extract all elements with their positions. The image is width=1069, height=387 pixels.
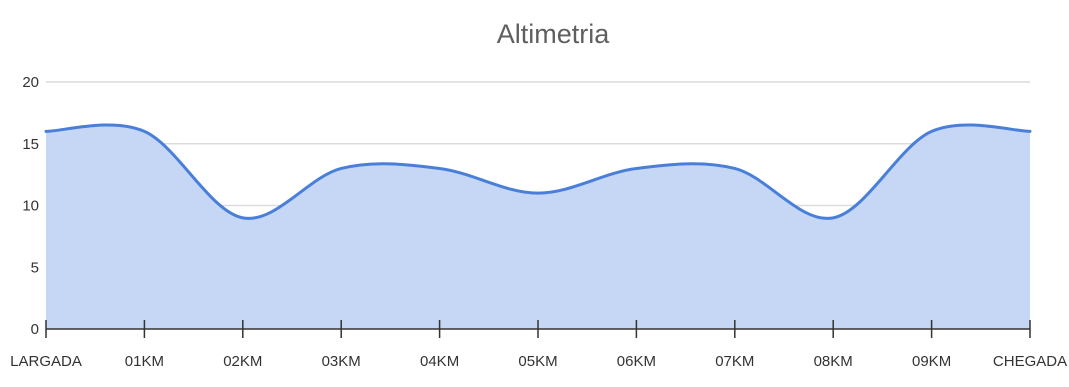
y-tick-label: 15 xyxy=(22,136,39,153)
chart-title: Altimetria xyxy=(497,19,611,49)
x-tick-label: 01KM xyxy=(125,353,164,370)
altitude-line xyxy=(44,123,1032,220)
x-tick-label: 04KM xyxy=(420,353,459,370)
x-tick-label: CHEGADA xyxy=(993,353,1067,370)
x-axis-tick-labels: LARGADA 01KM 02KM 03KM 04KM 05KM 06KM 07KM 08KM 0… xyxy=(10,353,1067,370)
y-tick-label: 5 xyxy=(31,259,39,276)
altitude-area-fill xyxy=(46,124,1030,329)
x-tick-label: 06KM xyxy=(617,353,656,370)
y-tick-label: 0 xyxy=(31,321,39,338)
x-tick-label: 02KM xyxy=(223,353,262,370)
x-tick-label: 08KM xyxy=(814,353,853,370)
y-tick-label: 10 xyxy=(22,198,39,215)
x-tick-label: 03KM xyxy=(322,353,361,370)
y-axis-tick-labels: 0 5 10 15 20 xyxy=(22,74,39,338)
x-tick-label: 09KM xyxy=(912,353,951,370)
x-tick-label: 05KM xyxy=(518,353,557,370)
plot-area xyxy=(44,123,1032,329)
x-axis xyxy=(45,320,1031,338)
y-tick-label: 20 xyxy=(22,74,39,91)
x-tick-label: LARGADA xyxy=(10,353,82,370)
x-tick-label: 07KM xyxy=(715,353,754,370)
